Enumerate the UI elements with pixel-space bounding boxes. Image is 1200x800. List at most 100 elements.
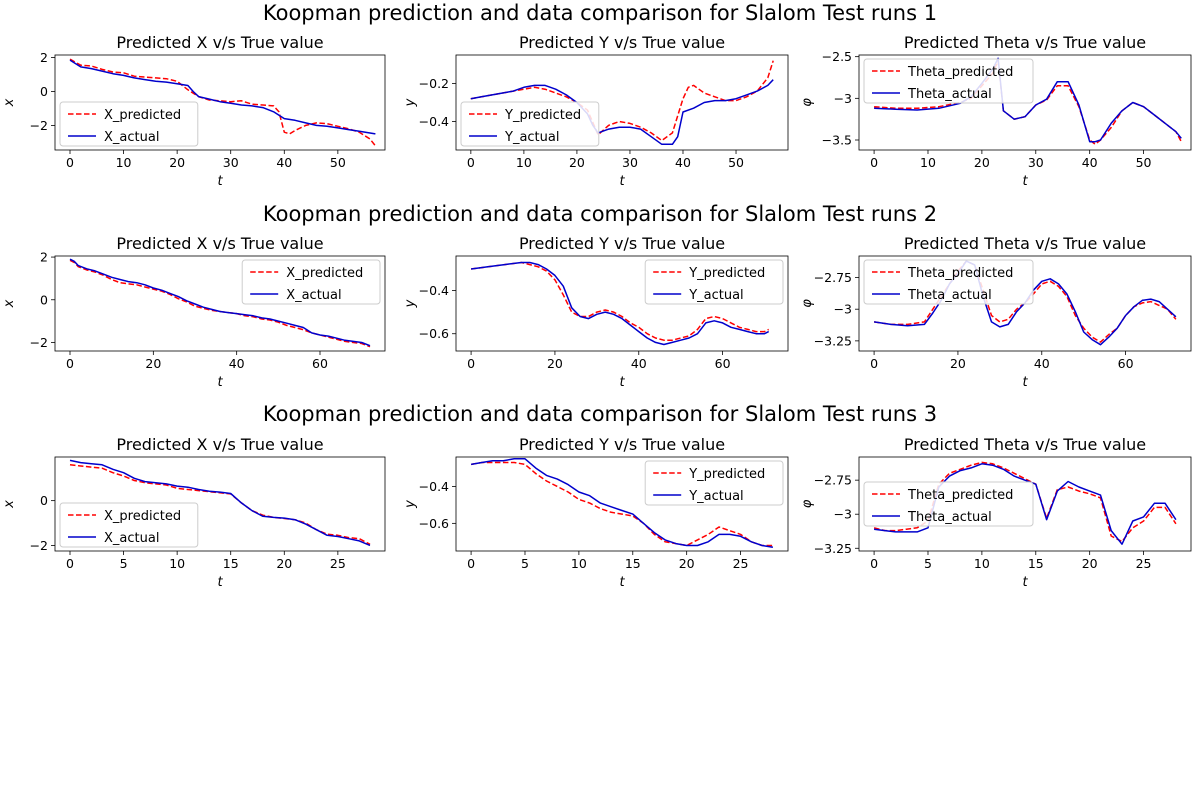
legend: X_predicted X_actual <box>59 502 199 548</box>
x-tick-label: 0 <box>870 356 878 371</box>
x-tick-label: 0 <box>870 155 878 170</box>
y-axis-label: x <box>2 500 17 509</box>
subplot-title: Predicted Y v/s True value <box>519 234 725 253</box>
x-tick-label: 15 <box>223 556 239 571</box>
legend: Y_predicted Y_actual <box>644 460 784 506</box>
subplot-run3-0: Predicted X v/s True value 0 5 10 15 20 25 −2 0 t… <box>2 435 386 590</box>
subplot-title: Predicted X v/s True value <box>116 435 323 454</box>
x-tick-label: 40 <box>229 356 245 371</box>
x-tick-label: 0 <box>467 356 475 371</box>
legend-box <box>59 502 199 548</box>
y-tick-label: −0.6 <box>419 326 449 341</box>
series-line-x-predicted <box>69 58 376 147</box>
y-axis-label: φ <box>800 98 815 107</box>
y-tick-label: −3.25 <box>814 541 852 556</box>
series-line-x-actual <box>69 59 376 135</box>
legend: X_predicted X_actual <box>59 101 199 147</box>
series-line-theta-actual <box>874 463 1177 545</box>
y-tick-label: −3 <box>834 302 852 317</box>
x-tick-label: 0 <box>467 556 475 571</box>
legend-label: Y_predicted <box>504 108 581 123</box>
x-tick-label: 5 <box>924 556 932 571</box>
legend-label: X_actual <box>286 288 341 303</box>
legend-label: Theta_actual <box>907 510 992 525</box>
x-axis-label: t <box>217 375 223 390</box>
x-axis-label: t <box>619 575 625 590</box>
y-axis-label: x <box>2 98 17 107</box>
subplot-run2-1: Predicted Y v/s True value 0 20 40 60 −0.4 −0.… <box>403 234 789 390</box>
x-tick-label: 60 <box>312 356 328 371</box>
subplot-run3-2: Predicted Theta v/s True value 0 5 10 15 20 25… <box>800 435 1192 590</box>
subplot-title: Predicted X v/s True value <box>116 234 323 253</box>
axes-frame <box>858 54 1192 151</box>
x-tick-label: 50 <box>728 155 744 170</box>
y-tick-label: −2 <box>30 538 48 553</box>
y-tick-label: −2 <box>30 118 48 133</box>
legend-label: Y_actual <box>504 130 559 145</box>
x-tick-label: 60 <box>1118 356 1134 371</box>
subplot-run1-0: Predicted X v/s True value 0 10 20 30 40 50 −2 0… <box>2 33 386 189</box>
legend-label: Theta_predicted <box>907 488 1013 503</box>
legend-box <box>241 259 381 305</box>
x-axis-label: t <box>217 575 223 590</box>
x-tick-label: 40 <box>675 155 691 170</box>
x-tick-label: 0 <box>66 556 74 571</box>
x-tick-label: 30 <box>1028 155 1044 170</box>
x-tick-label: 10 <box>116 155 132 170</box>
y-tick-label: −2.75 <box>814 270 852 285</box>
legend: X_predicted X_actual <box>241 259 381 305</box>
x-tick-label: 5 <box>120 556 128 571</box>
axes-frame <box>54 456 386 552</box>
legend-label: Theta_actual <box>907 288 992 303</box>
legend-box <box>59 101 199 147</box>
series-line-y-predicted <box>471 261 770 341</box>
subplot-title: Predicted Y v/s True value <box>519 435 725 454</box>
x-tick-label: 50 <box>330 155 346 170</box>
y-tick-label: −2.75 <box>814 473 852 488</box>
legend-box <box>644 460 784 506</box>
x-tick-label: 20 <box>547 356 563 371</box>
x-tick-label: 40 <box>276 155 292 170</box>
y-tick-label: −3.5 <box>822 133 852 148</box>
x-tick-label: 5 <box>521 556 529 571</box>
x-tick-label: 15 <box>1028 556 1044 571</box>
y-axis-label: φ <box>800 299 815 308</box>
x-tick-label: 20 <box>950 356 966 371</box>
legend-label: Theta_predicted <box>907 266 1013 281</box>
x-tick-label: 20 <box>276 556 292 571</box>
suptitle-run-3: Koopman prediction and data comparison f… <box>263 402 937 426</box>
x-tick-label: 10 <box>974 556 990 571</box>
legend-label: Y_predicted <box>688 266 765 281</box>
y-axis-label: x <box>2 299 17 308</box>
x-axis-label: t <box>1022 375 1028 390</box>
y-tick-label: −0.6 <box>419 516 449 531</box>
x-tick-label: 50 <box>1136 155 1152 170</box>
subplot-run3-1: Predicted Y v/s True value 0 5 10 15 20 25 −0.4… <box>403 435 789 590</box>
axes-frame <box>455 54 789 151</box>
x-tick-label: 40 <box>631 356 647 371</box>
subplot-title: Predicted Theta v/s True value <box>904 435 1146 454</box>
x-tick-label: 25 <box>330 556 346 571</box>
subplot-run2-2: Predicted Theta v/s True value 0 20 40 60 −2.… <box>800 234 1192 390</box>
x-tick-label: 20 <box>1082 556 1098 571</box>
x-axis-label: t <box>217 174 223 189</box>
x-tick-label: 20 <box>169 155 185 170</box>
x-axis-label: t <box>619 174 625 189</box>
x-tick-label: 40 <box>1082 155 1098 170</box>
axes-frame <box>54 255 386 352</box>
subplot-title: Predicted Y v/s True value <box>519 33 725 52</box>
legend: Theta_predicted Theta_actual <box>863 481 1034 527</box>
subplot-title: Predicted Theta v/s True value <box>904 234 1146 253</box>
y-tick-label: −0.4 <box>419 479 449 494</box>
legend-label: Theta_actual <box>907 87 992 102</box>
subplot-title: Predicted Theta v/s True value <box>904 33 1146 52</box>
suptitle-run-2: Koopman prediction and data comparison f… <box>263 202 937 226</box>
subplot-run2-0: Predicted X v/s True value 0 20 40 60 −2 0 2 t x X… <box>2 234 386 390</box>
y-tick-label: −3.25 <box>814 333 852 348</box>
x-tick-label: 20 <box>679 556 695 571</box>
axes-frame <box>455 255 789 352</box>
legend-label: Y_predicted <box>688 467 765 482</box>
x-tick-label: 0 <box>66 356 74 371</box>
x-tick-label: 20 <box>974 155 990 170</box>
